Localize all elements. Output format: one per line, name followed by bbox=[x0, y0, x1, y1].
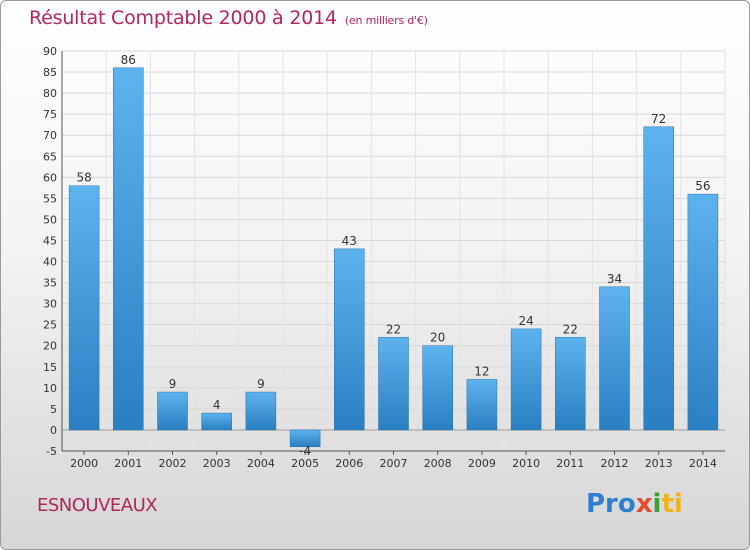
y-tick-label: 20 bbox=[43, 340, 57, 353]
bar-2004 bbox=[245, 391, 277, 431]
y-tick-label: -5 bbox=[46, 445, 57, 458]
y-tick-label: 35 bbox=[43, 277, 57, 290]
data-label-2008: 20 bbox=[430, 331, 445, 345]
y-tick-label: 25 bbox=[43, 319, 57, 332]
logo-part-x: x bbox=[635, 489, 653, 519]
x-tick-label: 2014 bbox=[689, 457, 717, 470]
data-label-2007: 22 bbox=[386, 322, 401, 336]
bar-2012 bbox=[599, 286, 630, 431]
y-tick-label: 90 bbox=[43, 45, 57, 58]
bar-2006 bbox=[334, 248, 365, 431]
x-tick-label: 2010 bbox=[512, 457, 540, 470]
chart-subtitle: (en milliers d'€) bbox=[344, 14, 428, 27]
data-labels: 58 86 9 4 9 -4 43 22 20 12 24 22 34 72 56 bbox=[76, 53, 710, 458]
data-label-2006: 43 bbox=[342, 234, 357, 248]
y-tick-label: 10 bbox=[43, 382, 57, 395]
town-name: ESNOUVEAUX bbox=[37, 495, 158, 516]
x-tick-label: 2007 bbox=[380, 457, 408, 470]
y-tick-label: 45 bbox=[43, 234, 57, 247]
y-tick-label: 65 bbox=[43, 150, 57, 163]
logo-part-pro: Pro bbox=[586, 489, 636, 519]
y-tick-label: 85 bbox=[43, 66, 57, 79]
bar-2013 bbox=[643, 126, 674, 431]
chart-title-text: Résultat Comptable 2000 à 2014 bbox=[29, 7, 337, 29]
y-tick-label: 30 bbox=[43, 298, 57, 311]
bar-2009 bbox=[466, 379, 498, 431]
bar-2011 bbox=[555, 337, 586, 431]
data-label-2005: -4 bbox=[299, 444, 311, 458]
logo-part-ti: ti bbox=[661, 489, 683, 519]
data-label-2000: 58 bbox=[76, 171, 91, 185]
proxiti-logo: Proxiti bbox=[586, 489, 683, 519]
data-label-2002: 9 bbox=[169, 377, 177, 391]
data-label-2004: 9 bbox=[257, 377, 265, 391]
y-tick-label: 0 bbox=[50, 424, 57, 437]
chart-title: Résultat Comptable 2000 à 2014 (en millie… bbox=[29, 7, 428, 29]
x-tick-label: 2012 bbox=[601, 457, 629, 470]
bar-2000 bbox=[68, 185, 100, 431]
bar-2002 bbox=[157, 391, 188, 431]
y-tick-label: 50 bbox=[43, 213, 57, 226]
data-label-2001: 86 bbox=[121, 53, 136, 67]
bar-2005 bbox=[289, 429, 321, 448]
x-tick-label: 2009 bbox=[468, 457, 496, 470]
x-tick-label: 2003 bbox=[203, 457, 231, 470]
bar-2010 bbox=[510, 328, 542, 431]
y-tick-label: 55 bbox=[43, 192, 57, 205]
x-tick-label: 2001 bbox=[114, 457, 142, 470]
data-label-2003: 4 bbox=[213, 398, 221, 412]
data-label-2010: 24 bbox=[518, 314, 533, 328]
x-tick-label: 2013 bbox=[645, 457, 673, 470]
x-tick-label: 2002 bbox=[159, 457, 187, 470]
y-tick-label: 15 bbox=[43, 361, 57, 374]
data-label-2009: 12 bbox=[474, 364, 489, 378]
x-tick-label: 2004 bbox=[247, 457, 275, 470]
bar-2001 bbox=[113, 67, 144, 431]
x-tick-label: 2005 bbox=[291, 457, 319, 470]
bar-2014 bbox=[687, 193, 719, 431]
data-label-2012: 34 bbox=[607, 272, 622, 286]
y-tick-label: 40 bbox=[43, 256, 57, 269]
y-tick-label: 70 bbox=[43, 129, 57, 142]
y-tick-label: 5 bbox=[50, 403, 57, 416]
y-tick-label: 80 bbox=[43, 87, 57, 100]
bar-2007 bbox=[378, 337, 409, 431]
bar-2003 bbox=[201, 412, 232, 431]
data-label-2011: 22 bbox=[563, 322, 578, 336]
x-tick-label: 2008 bbox=[424, 457, 452, 470]
data-label-2014: 56 bbox=[695, 179, 710, 193]
x-tick-label: 2011 bbox=[556, 457, 584, 470]
x-tick-label: 2000 bbox=[70, 457, 98, 470]
axes: -5 0 5 10 15 20 25 30 35 40 45 50 55 60 65 70 75 80 85 90 20… bbox=[43, 45, 725, 470]
bar-2008 bbox=[422, 345, 453, 431]
data-label-2013: 72 bbox=[651, 112, 666, 126]
y-tick-label: 60 bbox=[43, 171, 57, 184]
x-tick-label: 2006 bbox=[335, 457, 363, 470]
y-tick-label: 75 bbox=[43, 108, 57, 121]
bars bbox=[68, 67, 719, 448]
logo-part-i: i bbox=[652, 489, 662, 519]
